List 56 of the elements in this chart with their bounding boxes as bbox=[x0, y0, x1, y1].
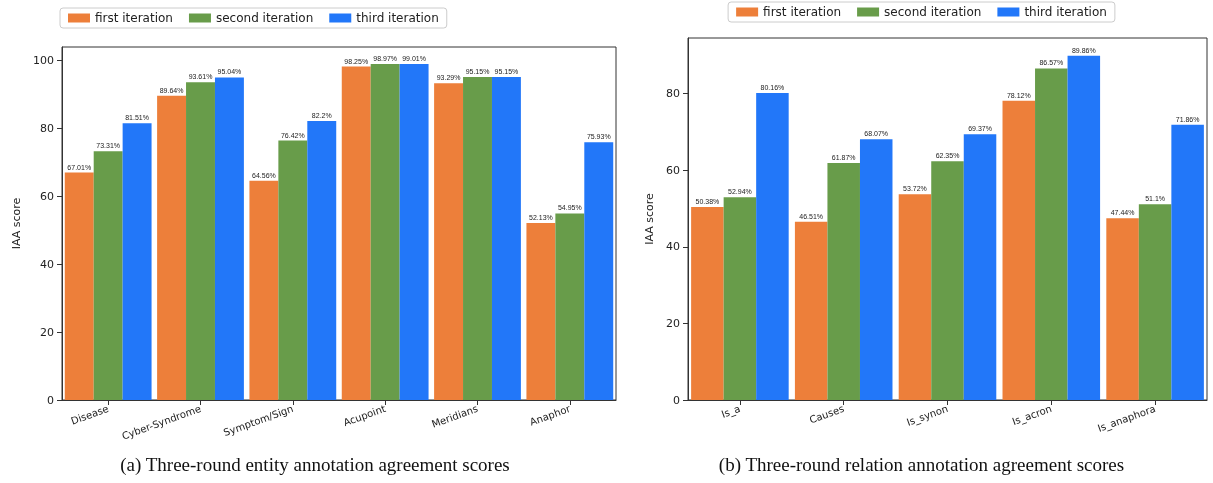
bar bbox=[307, 120, 337, 400]
bar bbox=[214, 77, 244, 400]
y-tick-label: 100 bbox=[33, 54, 54, 68]
bar bbox=[1067, 55, 1101, 400]
bar bbox=[1002, 100, 1036, 400]
bar bbox=[249, 180, 279, 400]
bar bbox=[278, 140, 308, 400]
bar bbox=[827, 163, 860, 400]
y-axis-title: IAA score bbox=[10, 197, 24, 250]
x-tick-label: Is_a bbox=[719, 402, 743, 421]
y-tick-label: 60 bbox=[666, 163, 680, 177]
bar bbox=[122, 123, 152, 400]
bar bbox=[1035, 68, 1068, 400]
text: (a) Three-round entity annotation agreement scores bbox=[120, 454, 510, 476]
bar bbox=[756, 92, 789, 400]
bar bbox=[491, 77, 521, 400]
bar bbox=[157, 95, 187, 400]
bar bbox=[1106, 218, 1139, 400]
bar bbox=[859, 139, 893, 400]
bar bbox=[526, 223, 556, 400]
bar bbox=[555, 213, 585, 400]
y-tick-label: 0 bbox=[47, 393, 54, 407]
y-tick-label: 80 bbox=[40, 121, 54, 135]
bar bbox=[93, 151, 123, 400]
bar bbox=[64, 172, 94, 400]
legend-label: third iteration bbox=[1024, 5, 1107, 19]
bar bbox=[963, 134, 997, 400]
bar bbox=[794, 221, 828, 400]
legend-label: second iteration bbox=[215, 11, 314, 25]
y-axis-title: IAA score bbox=[643, 192, 657, 245]
bar bbox=[931, 161, 964, 400]
legend-label: third iteration bbox=[356, 11, 439, 25]
bar bbox=[723, 197, 757, 400]
bar bbox=[584, 142, 614, 400]
bar bbox=[370, 64, 400, 400]
y-tick-label: 20 bbox=[40, 325, 54, 339]
bar bbox=[1138, 204, 1172, 400]
y-tick-label: 0 bbox=[673, 393, 680, 407]
bar bbox=[1171, 124, 1204, 400]
bar bbox=[399, 63, 429, 400]
bar bbox=[898, 194, 932, 400]
x-tick-label: Causes bbox=[807, 402, 846, 426]
y-tick-label: 20 bbox=[666, 316, 680, 330]
text: (b) Three-round relation annotation agreement scores bbox=[718, 454, 1125, 476]
y-tick-label: 80 bbox=[666, 87, 680, 101]
bar bbox=[341, 66, 371, 400]
y-tick-label: 40 bbox=[666, 240, 680, 254]
legend-label: first iteration bbox=[763, 5, 842, 19]
bar bbox=[463, 77, 492, 400]
bar bbox=[691, 207, 724, 400]
y-tick-label: 60 bbox=[40, 189, 54, 203]
legend-label: first iteration bbox=[95, 11, 173, 25]
bar bbox=[186, 82, 215, 400]
legend-label: second iteration bbox=[884, 5, 982, 19]
bar bbox=[434, 83, 464, 400]
y-tick-label: 40 bbox=[40, 257, 54, 271]
